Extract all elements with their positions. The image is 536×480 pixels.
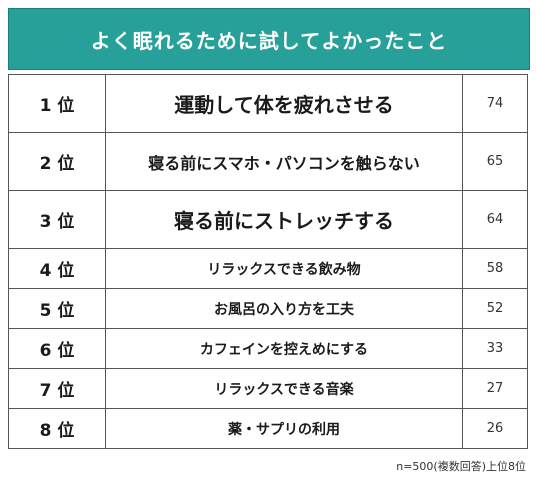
rank-cell: 3 位 (8, 190, 106, 249)
table-row: 4 位 リラックスできる飲み物 58 (8, 248, 528, 289)
count-cell: 64 (462, 190, 528, 249)
item-cell: 寝る前にスマホ・パソコンを触らない (105, 132, 463, 191)
item-cell: 薬・サプリの利用 (105, 408, 463, 449)
survey-footnote: n=500(複数回答)上位8位 (396, 460, 526, 473)
rank-cell: 2 位 (8, 132, 106, 191)
rank-cell: 7 位 (8, 368, 106, 409)
table-row: 1 位 運動して体を疲れさせる 74 (8, 74, 528, 133)
page-title: よく眠れるために試してよかったこと (90, 28, 448, 53)
rank-cell: 4 位 (8, 248, 106, 289)
table-row: 3 位 寝る前にストレッチする 64 (8, 190, 528, 249)
table-row: 5 位 お風呂の入り方を工夫 52 (8, 288, 528, 329)
ranking-table: 1 位 運動して体を疲れさせる 74 2 位 寝る前にスマホ・パソコンを触らない… (8, 74, 528, 449)
item-cell: リラックスできる飲み物 (105, 248, 463, 289)
count-cell: 33 (462, 328, 528, 369)
count-cell: 52 (462, 288, 528, 329)
item-cell: 寝る前にストレッチする (105, 190, 463, 249)
rank-cell: 8 位 (8, 408, 106, 449)
table-row: 8 位 薬・サプリの利用 26 (8, 408, 528, 449)
table-row: 7 位 リラックスできる音楽 27 (8, 368, 528, 409)
item-cell: お風呂の入り方を工夫 (105, 288, 463, 329)
rank-cell: 1 位 (8, 74, 106, 133)
rank-cell: 5 位 (8, 288, 106, 329)
count-cell: 27 (462, 368, 528, 409)
count-cell: 58 (462, 248, 528, 289)
count-cell: 74 (462, 74, 528, 133)
item-cell: カフェインを控えめにする (105, 328, 463, 369)
count-cell: 65 (462, 132, 528, 191)
table-row: 2 位 寝る前にスマホ・パソコンを触らない 65 (8, 132, 528, 191)
item-cell: リラックスできる音楽 (105, 368, 463, 409)
item-cell: 運動して体を疲れさせる (105, 74, 463, 133)
count-cell: 26 (462, 408, 528, 449)
table-row: 6 位 カフェインを控えめにする 33 (8, 328, 528, 369)
rank-cell: 6 位 (8, 328, 106, 369)
title-banner: よく眠れるために試してよかったこと (8, 8, 530, 70)
